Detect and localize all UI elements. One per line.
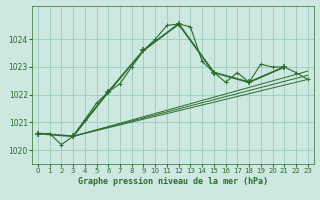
X-axis label: Graphe pression niveau de la mer (hPa): Graphe pression niveau de la mer (hPa): [78, 177, 268, 186]
